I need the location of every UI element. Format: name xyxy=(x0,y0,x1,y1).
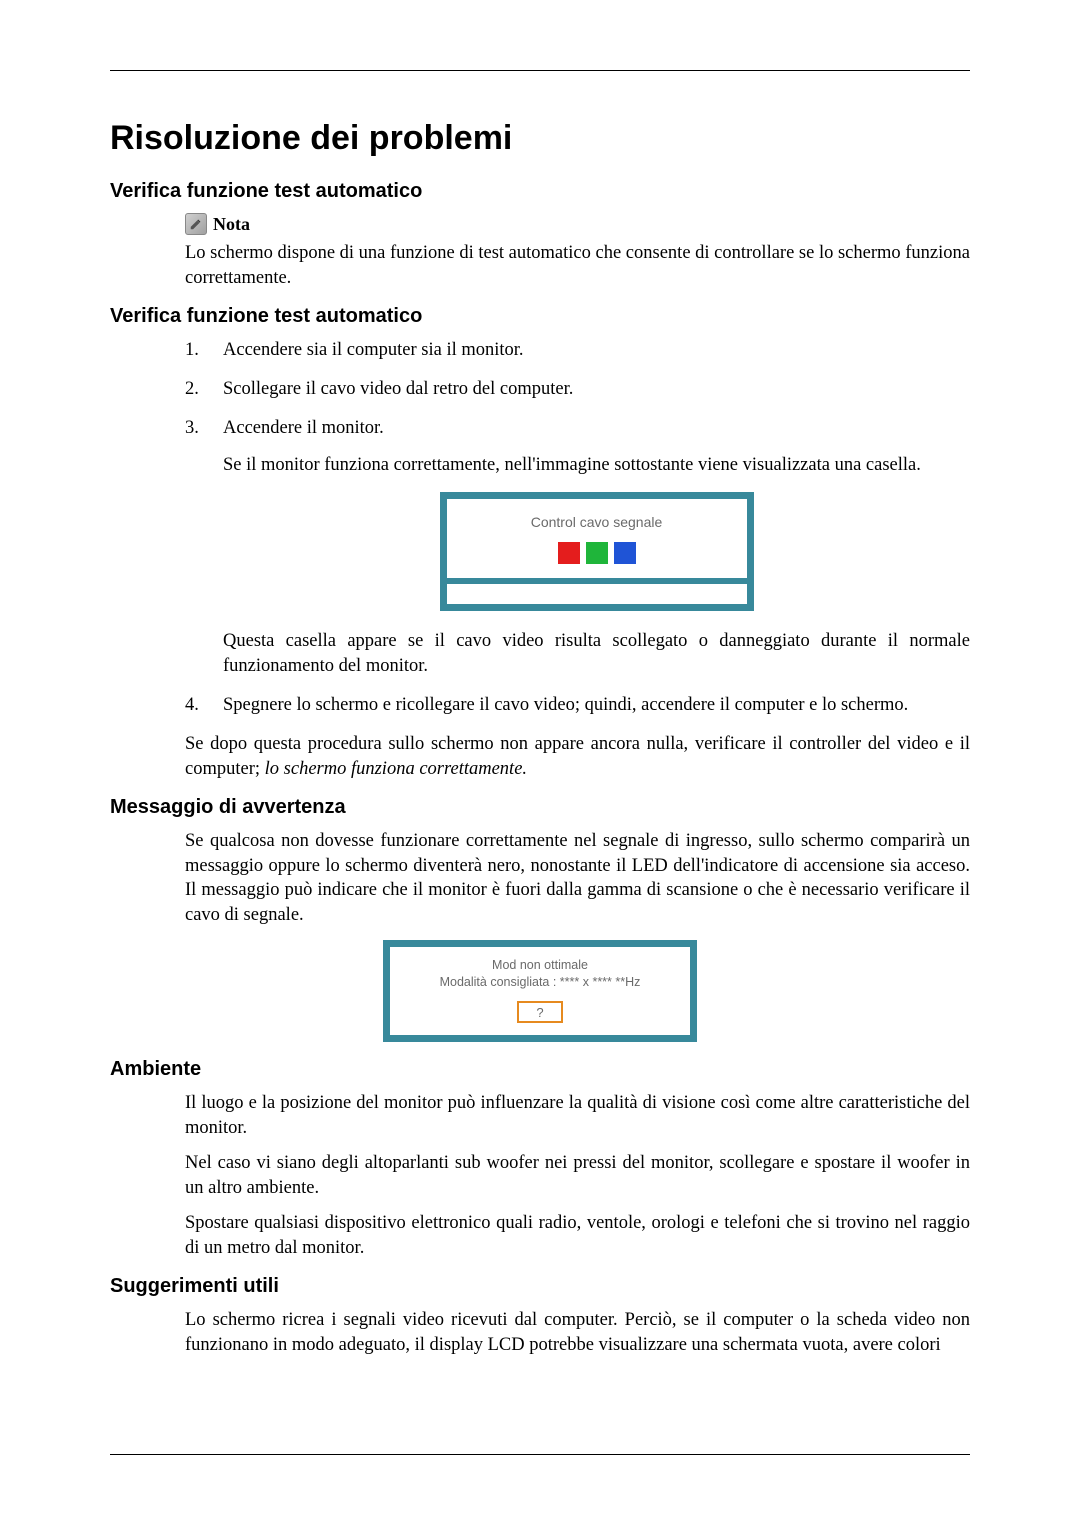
section-heading-tips: Suggerimenti utili xyxy=(110,1275,970,1298)
mode-box-wrap: Mod non ottimale Modalità consigliata : … xyxy=(110,940,970,1042)
signal-color-squares xyxy=(457,542,737,564)
signal-osd-footer xyxy=(447,584,747,604)
page-title: Risoluzione dei problemi xyxy=(110,119,970,158)
step-item: Accendere il monitor. Se il monitor funz… xyxy=(185,416,970,679)
closing-paragraph: Se dopo questa procedura sullo schermo n… xyxy=(185,732,970,782)
signal-box-wrap: Control cavo segnale xyxy=(223,492,970,611)
step-item: Spegnere lo schermo e ricollegare il cav… xyxy=(185,693,970,718)
mode-line2: Modalità consigliata : **** x **** **Hz xyxy=(400,974,680,991)
env-p3: Spostare qualsiasi dispositivo elettroni… xyxy=(185,1211,970,1261)
selftest-intro-text: Lo schermo dispone di una funzione di te… xyxy=(185,241,970,291)
warning-text: Se qualcosa non dovesse funzionare corre… xyxy=(185,829,970,929)
step-text: Spegnere lo schermo e ricollegare il cav… xyxy=(223,695,908,715)
note-label: Nota xyxy=(213,214,250,235)
mode-line1: Mod non ottimale xyxy=(400,957,680,974)
top-horizontal-rule xyxy=(110,70,970,71)
tips-p1: Lo schermo ricrea i segnali video ricevu… xyxy=(185,1308,970,1358)
section-heading-warning: Messaggio di avvertenza xyxy=(110,796,970,819)
step-text: Accendere sia il computer sia il monitor… xyxy=(223,340,524,360)
section-heading-environment: Ambiente xyxy=(110,1058,970,1081)
mode-help-label: ? xyxy=(536,1005,543,1020)
green-square xyxy=(586,542,608,564)
signal-osd-inner: Control cavo segnale xyxy=(447,499,747,578)
note-row: Nota xyxy=(185,213,970,235)
step-item: Scollegare il cavo video dal retro del c… xyxy=(185,377,970,402)
mode-osd-inner: Mod non ottimale Modalità consigliata : … xyxy=(390,947,690,1035)
bottom-horizontal-rule xyxy=(110,1454,970,1455)
section-heading-selftest-intro: Verifica funzione test automatico xyxy=(110,180,970,203)
step-text: Scollegare il cavo video dal retro del c… xyxy=(223,379,573,399)
after-step3-text: Se il monitor funziona correttamente, ne… xyxy=(223,453,970,478)
steps-list: Accendere sia il computer sia il monitor… xyxy=(185,338,970,718)
section-heading-selftest-steps: Verifica funzione test automatico xyxy=(110,305,970,328)
mode-osd-box: Mod non ottimale Modalità consigliata : … xyxy=(383,940,697,1042)
signal-osd-title: Control cavo segnale xyxy=(457,513,737,532)
mode-help-button: ? xyxy=(517,1001,563,1023)
blue-square xyxy=(614,542,636,564)
caption-below-box: Questa casella appare se il cavo video r… xyxy=(223,629,970,679)
signal-osd-box: Control cavo segnale xyxy=(440,492,754,611)
step-item: Accendere sia il computer sia il monitor… xyxy=(185,338,970,363)
step-text: Accendere il monitor. xyxy=(223,418,384,438)
red-square xyxy=(558,542,580,564)
env-p1: Il luogo e la posizione del monitor può … xyxy=(185,1091,970,1141)
closing-italic: lo schermo funziona correttamente. xyxy=(265,759,527,779)
note-icon xyxy=(185,213,207,235)
env-p2: Nel caso vi siano degli altoparlanti sub… xyxy=(185,1151,970,1201)
